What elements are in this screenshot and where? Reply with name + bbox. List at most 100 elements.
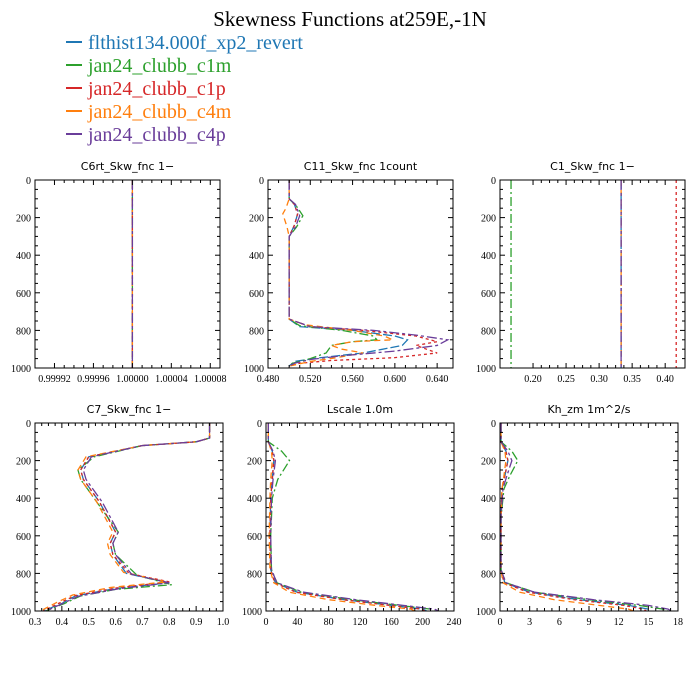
x-tick-label: 0.8	[163, 617, 176, 628]
x-tick-label: 0.600	[384, 374, 407, 385]
subplot-title: C7_Skw_fnc 1−	[87, 403, 172, 416]
x-tick-label: 1.00004	[155, 374, 188, 385]
x-tick-label: 160	[384, 617, 399, 628]
legend-swatch	[66, 133, 82, 136]
y-tick-label: 400	[249, 251, 264, 262]
y-tick-label: 0	[491, 176, 496, 187]
x-tick-label: 0.4	[56, 617, 69, 628]
x-tick-label: 1.00008	[194, 374, 227, 385]
legend-item: jan24_clubb_c4p	[66, 124, 303, 147]
legend-label: jan24_clubb_c1m	[88, 55, 232, 77]
series-line	[267, 423, 427, 611]
legend-swatch	[66, 64, 82, 67]
x-tick-label: 18	[673, 617, 683, 628]
x-tick-label: 3	[527, 617, 532, 628]
y-tick-label: 400	[247, 494, 262, 505]
series-group	[267, 423, 439, 611]
subplot-title: C6rt_Skw_fnc 1−	[81, 160, 174, 173]
x-tick-label: 0.99996	[77, 374, 110, 385]
series-line	[500, 423, 651, 611]
y-tick-label: 400	[481, 494, 496, 505]
legend-item: flthist134.000f_xp2_revert	[66, 32, 303, 55]
y-tick-label: 0	[257, 419, 262, 430]
x-tick-label: 0.9	[190, 617, 203, 628]
series-group	[500, 423, 672, 611]
y-tick-label: 800	[16, 326, 31, 337]
legend-label: jan24_clubb_c1p	[88, 78, 226, 100]
x-tick-label: 0.40	[656, 374, 674, 385]
axes-frame	[499, 179, 686, 369]
x-tick-label: 0.3	[29, 617, 42, 628]
axes-frame	[499, 422, 679, 612]
y-tick-label: 200	[16, 457, 31, 468]
x-tick-label: 80	[324, 617, 334, 628]
y-tick-label: 1000	[244, 364, 264, 375]
series-line	[40, 423, 211, 611]
legend-label: jan24_clubb_c4m	[88, 101, 232, 123]
x-tick-label: 0.7	[136, 617, 149, 628]
legend-item: jan24_clubb_c1p	[66, 78, 303, 101]
x-tick-label: 1.00000	[116, 374, 149, 385]
series-line	[267, 423, 416, 611]
x-tick-label: 0	[264, 617, 269, 628]
series-line	[500, 423, 669, 611]
series-line	[42, 423, 211, 611]
x-tick-label: 240	[447, 617, 462, 628]
legend-label: flthist134.000f_xp2_revert	[88, 32, 303, 54]
x-tick-label: 0.640	[426, 374, 449, 385]
legend: flthist134.000f_xp2_revert jan24_clubb_c…	[66, 32, 303, 147]
series-line	[45, 423, 211, 611]
x-tick-label: 6	[557, 617, 562, 628]
y-tick-label: 400	[481, 251, 496, 262]
subplot-title: C11_Skw_fnc 1count	[304, 160, 418, 173]
legend-swatch	[66, 41, 82, 44]
series-line	[500, 423, 634, 611]
y-tick-label: 400	[16, 494, 31, 505]
subplot-title: Kh_zm 1m^2/s	[547, 403, 630, 416]
y-tick-label: 800	[249, 326, 264, 337]
x-tick-label: 0.20	[524, 374, 542, 385]
y-tick-label: 600	[481, 289, 496, 300]
y-tick-label: 1000	[476, 607, 496, 618]
legend-item: jan24_clubb_c4m	[66, 101, 303, 124]
y-tick-label: 800	[16, 569, 31, 580]
x-tick-label: 40	[292, 617, 302, 628]
legend-swatch	[66, 87, 82, 90]
y-tick-label: 200	[247, 457, 262, 468]
y-tick-label: 0	[491, 419, 496, 430]
y-tick-label: 200	[16, 214, 31, 225]
y-tick-label: 600	[16, 532, 31, 543]
x-tick-label: 0.520	[299, 374, 322, 385]
series-line	[267, 423, 426, 611]
series-line	[288, 180, 438, 367]
x-tick-label: 0.25	[557, 374, 575, 385]
subplot-title: Lscale 1.0m	[327, 403, 393, 416]
legend-item: jan24_clubb_c1m	[66, 55, 303, 78]
y-tick-label: 0	[259, 176, 264, 187]
y-tick-label: 1000	[11, 364, 31, 375]
x-tick-label: 9	[587, 617, 592, 628]
x-tick-label: 0.560	[341, 374, 364, 385]
series-group	[510, 180, 677, 368]
y-tick-label: 400	[16, 251, 31, 262]
y-tick-label: 1000	[11, 607, 31, 618]
series-line	[267, 423, 435, 611]
x-tick-label: 15	[643, 617, 653, 628]
subplot: C6rt_Skw_fnc 1− 0 200 400 600 800 1000 0.99992 0…	[11, 160, 227, 385]
y-tick-label: 800	[481, 326, 496, 337]
y-tick-label: 600	[249, 289, 264, 300]
y-tick-label: 800	[247, 569, 262, 580]
y-tick-label: 200	[481, 457, 496, 468]
axes-frame	[265, 422, 455, 612]
legend-swatch	[66, 110, 82, 113]
series-group	[40, 423, 211, 611]
series-line	[500, 423, 672, 611]
x-tick-label: 1.0	[217, 617, 230, 628]
series-line	[288, 180, 450, 367]
y-tick-label: 200	[249, 214, 264, 225]
series-line	[282, 180, 394, 367]
y-tick-label: 200	[481, 214, 496, 225]
subplot: C1_Skw_fnc 1− 0 200 400 600 800 1000 0.20 0.25 0.…	[476, 160, 686, 385]
